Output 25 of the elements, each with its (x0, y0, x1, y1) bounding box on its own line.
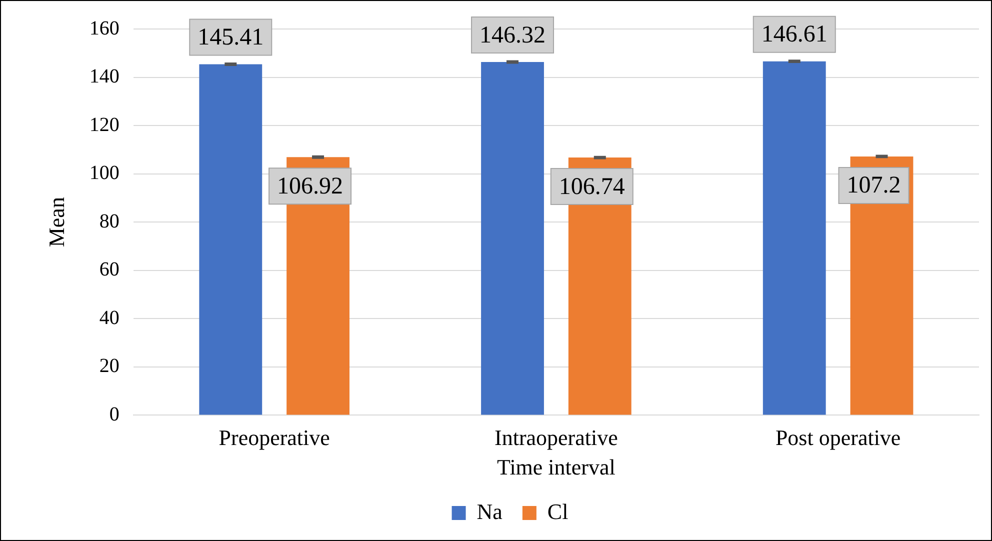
data-label: 145.41 (198, 24, 264, 51)
y-tick-label: 120 (89, 114, 120, 136)
data-label: 106.74 (558, 174, 625, 200)
data-label: 106.92 (277, 173, 344, 200)
y-tick-label: 20 (99, 355, 120, 378)
x-tick-label: Intraoperative (494, 425, 618, 450)
bar (481, 62, 544, 415)
y-axis-title: Mean (44, 197, 69, 248)
bar (199, 64, 262, 415)
data-label: 146.61 (761, 22, 828, 48)
y-tick-label: 140 (89, 66, 120, 88)
y-tick-label: 0 (109, 403, 120, 426)
legend-label: Na (476, 498, 503, 524)
y-tick-label: 60 (99, 258, 120, 281)
x-tick-label: Preoperative (218, 425, 330, 450)
data-label: 146.32 (480, 22, 546, 48)
y-tick-label: 40 (99, 306, 120, 329)
bar (762, 61, 826, 415)
y-tick-label: 80 (99, 210, 120, 232)
x-tick-label: Post operative (775, 425, 901, 450)
legend-label: Cl (547, 498, 568, 524)
y-tick-label: 160 (89, 17, 120, 40)
y-tick-label: 100 (89, 162, 120, 184)
data-label: 107.2 (846, 172, 901, 199)
x-axis-title: Time interval (497, 454, 616, 480)
